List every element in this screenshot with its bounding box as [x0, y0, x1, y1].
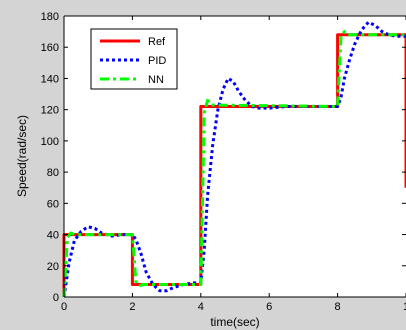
y-tick-label: 60: [47, 198, 59, 210]
y-tick-label: 20: [47, 261, 59, 273]
y-tick-label: 140: [41, 73, 59, 85]
y-axis-label: Speed(rad/sec): [15, 115, 29, 197]
y-tick-label: 100: [41, 136, 59, 148]
y-tick-label: 80: [47, 167, 59, 179]
y-tick-label: 0: [53, 292, 59, 304]
series-layer: [62, 20, 406, 298]
y-tick-label: 160: [41, 42, 59, 54]
x-tick-label: 2: [129, 301, 135, 313]
x-axis-label: time(sec): [210, 315, 259, 329]
y-tick-label: 120: [41, 105, 59, 117]
ticks-layer: 024681020406080100120140160180: [41, 11, 406, 313]
legend-label-pid: PID: [148, 55, 166, 67]
x-tick-label: 0: [61, 301, 67, 313]
legend-label-nn: NN: [148, 74, 164, 86]
legend: Ref PID NN: [90, 28, 178, 90]
y-tick-label: 40: [47, 230, 59, 242]
x-tick-label: 6: [266, 301, 272, 313]
y-tick-label: 180: [41, 11, 59, 23]
x-tick-label: 1: [403, 301, 406, 313]
series-line-nn: [62, 30, 406, 298]
x-tick-label: 4: [198, 301, 204, 313]
x-tick-label: 8: [335, 301, 341, 313]
legend-label-ref: Ref: [148, 36, 166, 48]
